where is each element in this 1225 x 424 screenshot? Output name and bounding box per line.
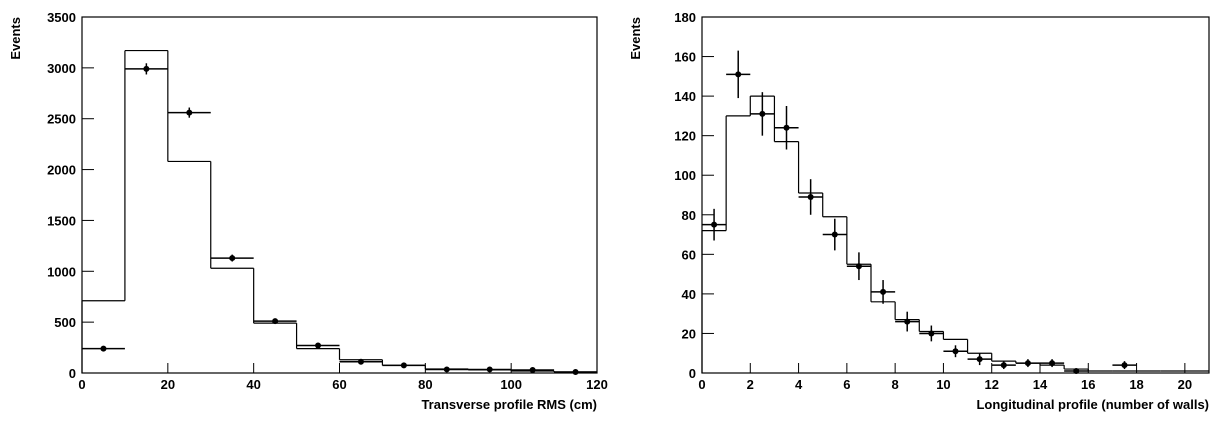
x-tick-label: 16 xyxy=(1081,377,1095,392)
data-point xyxy=(904,318,911,325)
data-point xyxy=(486,366,493,373)
x-tick-label: 6 xyxy=(843,377,850,392)
data-point xyxy=(855,263,862,270)
y-axis-title: Events xyxy=(628,17,643,60)
data-point xyxy=(315,342,322,349)
data-point xyxy=(400,362,407,369)
data-point xyxy=(272,318,279,325)
x-tick-label: 18 xyxy=(1129,377,1143,392)
x-tick-label: 14 xyxy=(1033,377,1048,392)
data-point xyxy=(186,109,193,116)
data-point xyxy=(1024,360,1031,367)
y-axis-title: Events xyxy=(8,17,23,60)
y-tick-label: 20 xyxy=(682,326,696,341)
x-tick-label: 80 xyxy=(418,377,432,392)
chart-panel: 0 20 40 60 80 100 120 140 160 180 0 2 4 6 8 10 12 14 16 18 2… xyxy=(628,10,1210,412)
y-tick-label: 120 xyxy=(674,129,696,144)
data-point xyxy=(529,366,536,373)
x-axis-title: Longitudinal profile (number of walls) xyxy=(976,397,1209,412)
y-tick-label: 1000 xyxy=(47,264,76,279)
data-point xyxy=(711,221,718,228)
x-tick-label: 8 xyxy=(892,377,899,392)
x-tick-label: 12 xyxy=(984,377,998,392)
data-point xyxy=(100,345,107,352)
data-point xyxy=(928,330,935,337)
x-tick-label: 0 xyxy=(78,377,85,392)
data-point xyxy=(357,358,364,365)
y-tick-label: 1500 xyxy=(47,213,76,228)
y-tick-label: 0 xyxy=(689,366,696,381)
data-point xyxy=(143,65,150,72)
x-tick-label: 120 xyxy=(586,377,608,392)
data-point xyxy=(952,348,959,355)
x-tick-label: 20 xyxy=(1178,377,1192,392)
data-point xyxy=(831,231,838,238)
y-tick-label: 80 xyxy=(682,208,696,223)
x-tick-label: 40 xyxy=(246,377,260,392)
y-tick-label: 100 xyxy=(674,168,696,183)
y-tick-label: 3000 xyxy=(47,61,76,76)
x-tick-label: 10 xyxy=(936,377,950,392)
data-point xyxy=(735,71,742,78)
data-point xyxy=(229,255,236,262)
x-tick-label: 2 xyxy=(747,377,754,392)
y-tick-label: 140 xyxy=(674,89,696,104)
y-tick-label: 180 xyxy=(674,10,696,25)
x-tick-label: 60 xyxy=(332,377,346,392)
data-point xyxy=(783,124,790,131)
data-point xyxy=(1049,360,1056,367)
y-tick-label: 3500 xyxy=(47,10,76,25)
y-tick-label: 40 xyxy=(682,287,696,302)
data-point xyxy=(759,110,766,117)
x-tick-label: 100 xyxy=(500,377,522,392)
x-axis-title: Transverse profile RMS (cm) xyxy=(421,397,597,412)
data-point xyxy=(1121,362,1128,369)
chart-panel: 0 500 1000 1500 2000 2500 3000 3500 0 20 40 60 80 100… xyxy=(8,10,608,412)
data-point xyxy=(1000,362,1007,369)
x-tick-label: 0 xyxy=(698,377,705,392)
y-tick-label: 0 xyxy=(69,366,76,381)
plot-frame xyxy=(81,16,598,374)
data-point xyxy=(880,288,887,295)
y-tick-label: 2500 xyxy=(47,112,76,127)
plot-frame xyxy=(701,16,1210,374)
y-tick-label: 60 xyxy=(682,247,696,262)
x-tick-label: 4 xyxy=(795,377,803,392)
data-point xyxy=(1073,368,1080,375)
data-point xyxy=(443,366,450,373)
y-tick-label: 500 xyxy=(54,315,76,330)
data-point xyxy=(572,368,579,375)
x-tick-label: 20 xyxy=(161,377,175,392)
data-point xyxy=(976,356,983,363)
data-point xyxy=(807,193,814,200)
y-tick-label: 2000 xyxy=(47,163,76,178)
y-tick-label: 160 xyxy=(674,50,696,65)
